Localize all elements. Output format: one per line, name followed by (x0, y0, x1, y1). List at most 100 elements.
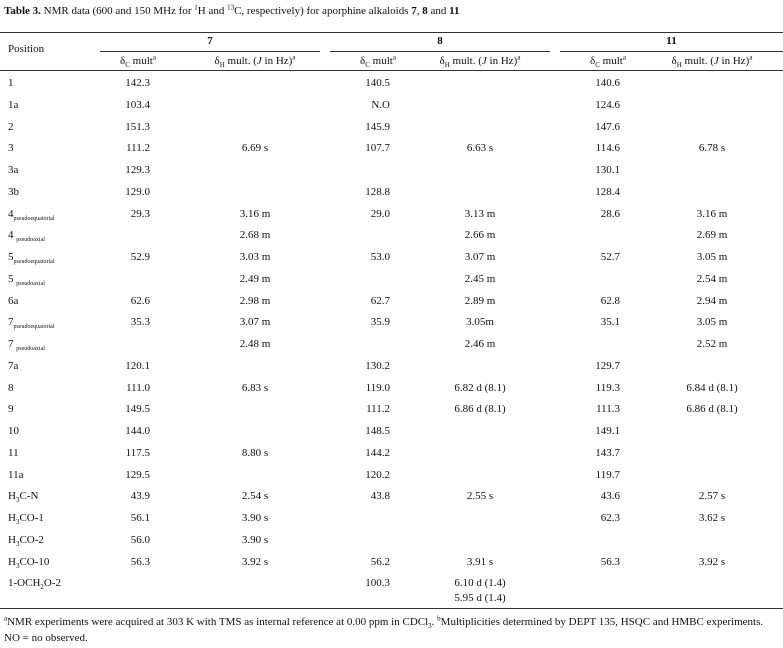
position-cell: 4 pseudoaxial (8, 228, 45, 244)
position-cell: 7pseudoequatorial (8, 315, 55, 330)
proton-shift: 2.94 m (696, 294, 728, 307)
subheader-part: a (749, 53, 753, 62)
position-part: 2 (8, 120, 14, 133)
subheader: δH mult. (J in Hz)a (652, 53, 772, 70)
carbon-shift: 114.6 (595, 142, 620, 155)
position-part: 4 (8, 207, 14, 220)
position-part: 2 (40, 583, 44, 592)
position-part: 4 (8, 229, 17, 242)
carbon-shift: 35.1 (600, 316, 620, 329)
compound-rule (560, 51, 783, 52)
carbon-shift: 128.4 (595, 185, 620, 198)
proton-shift: 3.90 s (241, 533, 269, 546)
position-part: CO-10 (19, 555, 50, 568)
position-cell: 1 (8, 76, 14, 90)
subheader-part: mult. ( (224, 55, 257, 67)
carbon-shift: 144.0 (125, 425, 150, 438)
carbon-shift: 145.9 (365, 120, 390, 133)
title-part: 11 (449, 5, 460, 17)
proton-shift: 2.89 m (464, 294, 496, 307)
footnote-part: b (437, 614, 441, 623)
proton-shift: 2.69 m (696, 229, 728, 242)
carbon-shift: 43.8 (370, 490, 390, 503)
proton-shift: 6.78 s (698, 142, 726, 155)
subheader-part: C (125, 61, 130, 70)
subheader-part: a (517, 53, 521, 62)
table-title: Table 3. NMR data (600 and 150 MHz for 1… (4, 4, 460, 18)
title-part: NMR data (600 and 150 MHz for (40, 5, 195, 17)
proton-shift: 2.45 m (464, 272, 496, 285)
proton-shift: 3.07 m (464, 251, 496, 264)
position-header: Position (8, 43, 45, 55)
position-part: H (8, 555, 16, 568)
subheader-part: mult (599, 55, 623, 67)
subheader-part: mult. ( (449, 55, 482, 67)
position-cell: 8 (8, 381, 14, 395)
carbon-shift: 148.5 (365, 425, 390, 438)
position-part: 3b (8, 185, 19, 198)
carbon-shift: 151.3 (125, 120, 150, 133)
proton-shift: 2.55 s (466, 490, 494, 503)
carbon-shift: 56.3 (130, 555, 150, 568)
proton-shift: 2.48 m (239, 338, 271, 351)
position-cell: 5pseudoequatorial (8, 250, 55, 266)
carbon-shift: 56.1 (130, 512, 150, 525)
carbon-shift: 119.3 (595, 381, 620, 394)
carbon-shift: 35.3 (130, 316, 150, 329)
position-part: 3 (15, 518, 20, 527)
carbon-shift: 144.2 (365, 446, 390, 459)
proton-shift: 3.16 m (696, 207, 728, 220)
position-part: pseudoequatorial (13, 259, 55, 266)
subheader-part: δ (214, 55, 220, 67)
proton-shift: 3.92 s (241, 555, 269, 568)
position-part: pseudoaxial (16, 237, 45, 244)
position-cell: 7 pseudoaxial (8, 337, 45, 353)
subheader-part: a (152, 53, 156, 62)
carbon-shift: 56.2 (370, 555, 390, 568)
title-part: 1 (194, 3, 198, 12)
position-part: 9 (8, 403, 14, 416)
position-part: 1-OCH (8, 577, 41, 590)
carbon-shift: 56.0 (130, 533, 150, 546)
proton-shift: 3.90 s (241, 512, 269, 525)
proton-shift: 6.86 d (8.1) (454, 403, 506, 416)
proton-shift: 3.03 m (239, 251, 271, 264)
carbon-shift: 56.3 (600, 555, 620, 568)
subheader-part: in Hz) (261, 55, 293, 67)
subheader-part: H (219, 61, 225, 70)
position-part: 3 (8, 142, 14, 155)
position-cell: 9 (8, 402, 14, 416)
subheader: δC multa (318, 54, 438, 69)
position-part: 1 (8, 77, 14, 89)
position-part: pseudoaxial (16, 346, 45, 353)
carbon-shift: 143.7 (595, 446, 620, 459)
footnote-part: NMR experiments were acquired at 303 K w… (7, 616, 429, 628)
top-rule (0, 32, 783, 33)
position-cell: H3CO-1 (8, 511, 44, 527)
position-part: 3 (15, 496, 20, 505)
title-part: Table 3. (4, 5, 41, 17)
subheader-part: δ (590, 55, 596, 67)
position-cell: H3C-N (8, 489, 38, 505)
title-part: 13 (227, 3, 235, 12)
position-part: 3 (15, 561, 20, 570)
carbon-shift: 111.2 (366, 403, 390, 416)
carbon-shift: 52.7 (600, 251, 620, 264)
carbon-shift: 149.5 (125, 403, 150, 416)
compound-rule (100, 51, 320, 52)
position-part: H (8, 533, 16, 546)
subheader-part: in Hz) (486, 55, 518, 67)
carbon-shift: 129.7 (595, 359, 620, 372)
position-part: 11a (8, 468, 24, 481)
position-cell: 7a (8, 359, 18, 373)
position-part: 7 (8, 316, 14, 329)
position-cell: 4pseudoequatorial (8, 207, 55, 222)
title-part: C, respectively) for aporphine alkaloids (234, 5, 412, 17)
proton-shift: 6.86 d (8.1) (686, 403, 738, 416)
proton-shift: 5.95 d (1.4) (454, 592, 506, 605)
position-part: H (8, 512, 16, 525)
carbon-shift: 124.6 (595, 98, 620, 111)
position-cell: H3CO-2 (8, 533, 44, 548)
subheader-part: H (676, 61, 682, 70)
